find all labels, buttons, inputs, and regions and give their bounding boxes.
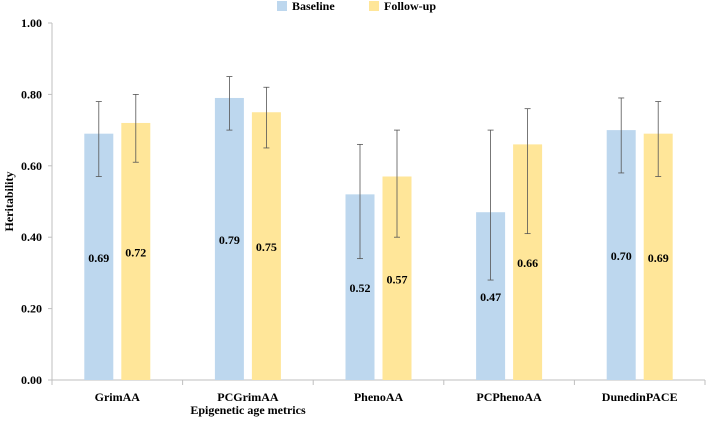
x-tick-label: PCPhenoAA <box>476 390 542 404</box>
data-label: 0.79 <box>219 233 240 247</box>
y-axis-title: Heritability <box>2 172 16 232</box>
bar-follow-up <box>121 122 151 381</box>
data-label: 0.72 <box>125 245 146 259</box>
data-label: 0.57 <box>387 272 408 286</box>
data-label: 0.70 <box>611 249 632 263</box>
y-tick-label: 0.00 <box>21 373 42 387</box>
legend-label: Baseline <box>292 0 335 13</box>
y-tick-label: 0.60 <box>21 159 42 173</box>
x-axis-title: Epigenetic age metrics <box>190 403 306 417</box>
x-tick-label: PCGrimAA <box>217 390 279 404</box>
legend-swatch <box>277 1 287 11</box>
y-tick-label: 0.80 <box>21 87 42 101</box>
bar-follow-up <box>251 112 281 380</box>
x-tick-label: PhenoAA <box>354 390 404 404</box>
data-label: 0.47 <box>480 290 501 304</box>
y-tick-label: 1.00 <box>21 16 42 30</box>
data-label: 0.75 <box>256 240 277 254</box>
y-tick-label: 0.20 <box>21 302 42 316</box>
legend-swatch <box>369 1 379 11</box>
legend-label: Follow-up <box>384 0 436 13</box>
bar-baseline <box>214 97 244 380</box>
data-label: 0.66 <box>517 256 538 270</box>
data-label: 0.52 <box>350 281 371 295</box>
y-tick-label: 0.40 <box>21 230 42 244</box>
data-label: 0.69 <box>648 251 669 265</box>
x-tick-label: DunedinPACE <box>602 390 678 404</box>
x-tick-label: GrimAA <box>95 390 141 404</box>
data-label: 0.69 <box>88 251 109 265</box>
